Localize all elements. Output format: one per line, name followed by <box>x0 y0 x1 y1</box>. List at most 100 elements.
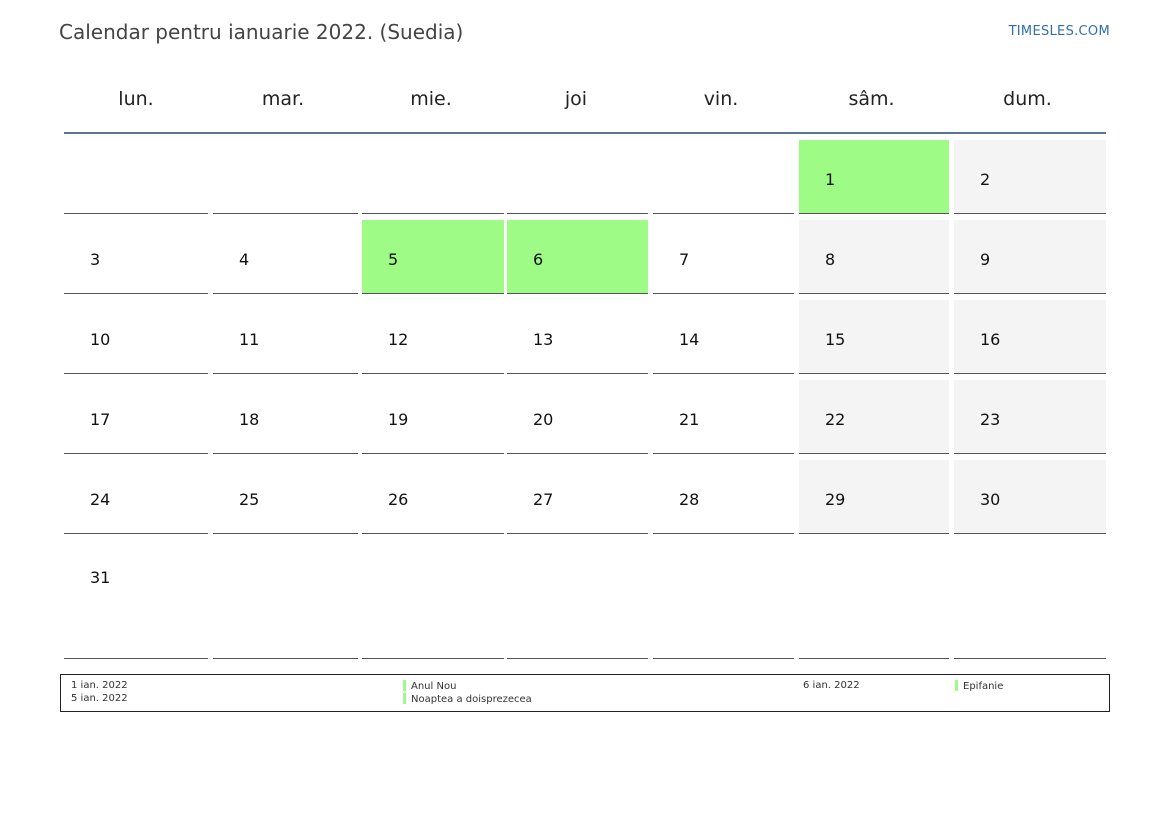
day-number: 14 <box>679 330 700 349</box>
weekday-header: mie. <box>410 88 452 110</box>
calendar-day[interactable]: 12 <box>358 300 504 374</box>
day-cell-background <box>954 300 1106 374</box>
day-cell-background <box>954 380 1106 454</box>
calendar-week-row: 31 <box>64 534 1106 659</box>
day-cell-background <box>362 300 504 374</box>
calendar-day-empty <box>648 540 794 659</box>
day-cell-background <box>799 540 949 659</box>
day-cell-background <box>954 460 1106 534</box>
calendar-day[interactable]: 10 <box>64 300 208 374</box>
holiday-color-swatch <box>403 680 406 691</box>
calendar-day[interactable]: 23 <box>949 380 1106 454</box>
day-number: 10 <box>90 330 111 349</box>
day-number: 19 <box>388 410 409 429</box>
calendar-day[interactable]: 25 <box>208 460 358 534</box>
day-cell-background <box>213 300 358 374</box>
day-cell-background <box>799 140 949 214</box>
day-cell-background <box>362 220 504 294</box>
day-number: 1 <box>825 170 836 189</box>
day-number: 16 <box>980 330 1001 349</box>
calendar-day[interactable]: 15 <box>794 300 949 374</box>
calendar-day[interactable]: 19 <box>358 380 504 454</box>
legend-name: Anul Nou <box>411 681 457 692</box>
calendar-day[interactable]: 22 <box>794 380 949 454</box>
calendar-day-empty <box>504 140 648 214</box>
holiday-color-swatch <box>403 693 406 704</box>
day-cell-background <box>653 460 794 534</box>
day-cell-background <box>653 540 794 659</box>
day-cell-background <box>507 380 648 454</box>
day-number: 8 <box>825 250 836 269</box>
calendar-day[interactable]: 16 <box>949 300 1106 374</box>
day-number: 29 <box>825 490 846 509</box>
day-cell-background <box>213 380 358 454</box>
calendar-day[interactable]: 2 <box>949 140 1106 214</box>
day-cell-background <box>64 380 208 454</box>
day-cell-background <box>954 220 1106 294</box>
day-number: 30 <box>980 490 1001 509</box>
day-cell-background <box>507 460 648 534</box>
day-number: 21 <box>679 410 700 429</box>
day-number: 31 <box>90 568 111 587</box>
calendar-day[interactable]: 17 <box>64 380 208 454</box>
day-cell-background <box>362 540 504 659</box>
weekday-header: sâm. <box>848 88 895 110</box>
calendar-day[interactable]: 3 <box>64 220 208 294</box>
calendar-day[interactable]: 6 <box>504 220 648 294</box>
day-cell-background <box>653 220 794 294</box>
calendar-day[interactable]: 13 <box>504 300 648 374</box>
day-number: 24 <box>90 490 111 509</box>
calendar-day[interactable]: 20 <box>504 380 648 454</box>
day-cell-background <box>507 140 648 214</box>
calendar-day[interactable]: 1 <box>794 140 949 214</box>
calendar-day[interactable]: 8 <box>794 220 949 294</box>
day-number: 4 <box>239 250 250 269</box>
calendar-day[interactable]: 21 <box>648 380 794 454</box>
calendar-day[interactable]: 14 <box>648 300 794 374</box>
day-cell-background <box>362 460 504 534</box>
day-cell-background <box>799 220 949 294</box>
calendar-day-empty <box>64 140 208 214</box>
day-cell-background <box>64 300 208 374</box>
day-cell-background <box>213 540 358 659</box>
calendar-day[interactable]: 27 <box>504 460 648 534</box>
day-number: 22 <box>825 410 846 429</box>
calendar-day-empty <box>358 540 504 659</box>
calendar-day[interactable]: 5 <box>358 220 504 294</box>
day-number: 5 <box>388 250 399 269</box>
calendar-day[interactable]: 26 <box>358 460 504 534</box>
calendar-week-row: 3 4 5 6 7 8 9 <box>64 214 1106 294</box>
calendar-day[interactable]: 9 <box>949 220 1106 294</box>
weekday-header: vin. <box>703 88 739 110</box>
legend-holiday: Noaptea a doisprezecea <box>403 693 532 705</box>
calendar-day[interactable]: 31 <box>64 540 208 659</box>
day-cell-background <box>507 540 648 659</box>
day-number: 11 <box>239 330 260 349</box>
day-cell-background <box>64 460 208 534</box>
day-number: 9 <box>980 250 991 269</box>
calendar-day[interactable]: 24 <box>64 460 208 534</box>
day-number: 2 <box>980 170 991 189</box>
calendar-day[interactable]: 29 <box>794 460 949 534</box>
calendar-day[interactable]: 11 <box>208 300 358 374</box>
day-cell-background <box>362 380 504 454</box>
day-cell-background <box>799 380 949 454</box>
holiday-legend: 1 ian. 2022 Anul Nou 5 ian. 2022 Noaptea… <box>60 674 1110 712</box>
day-cell-background <box>954 540 1106 659</box>
day-number: 7 <box>679 250 690 269</box>
day-cell-background <box>507 300 648 374</box>
calendar-day[interactable]: 30 <box>949 460 1106 534</box>
calendar-day[interactable]: 28 <box>648 460 794 534</box>
day-number: 28 <box>679 490 700 509</box>
calendar-week-row: 10 11 12 13 14 15 16 <box>64 294 1106 374</box>
day-cell-background <box>507 220 648 294</box>
calendar-day[interactable]: 4 <box>208 220 358 294</box>
legend-holiday: Anul Nou <box>403 680 456 692</box>
day-number: 12 <box>388 330 409 349</box>
calendar-day[interactable]: 18 <box>208 380 358 454</box>
calendar-day[interactable]: 7 <box>648 220 794 294</box>
site-link[interactable]: TIMESLES.COM <box>1008 24 1110 39</box>
day-cell-background <box>64 140 208 214</box>
